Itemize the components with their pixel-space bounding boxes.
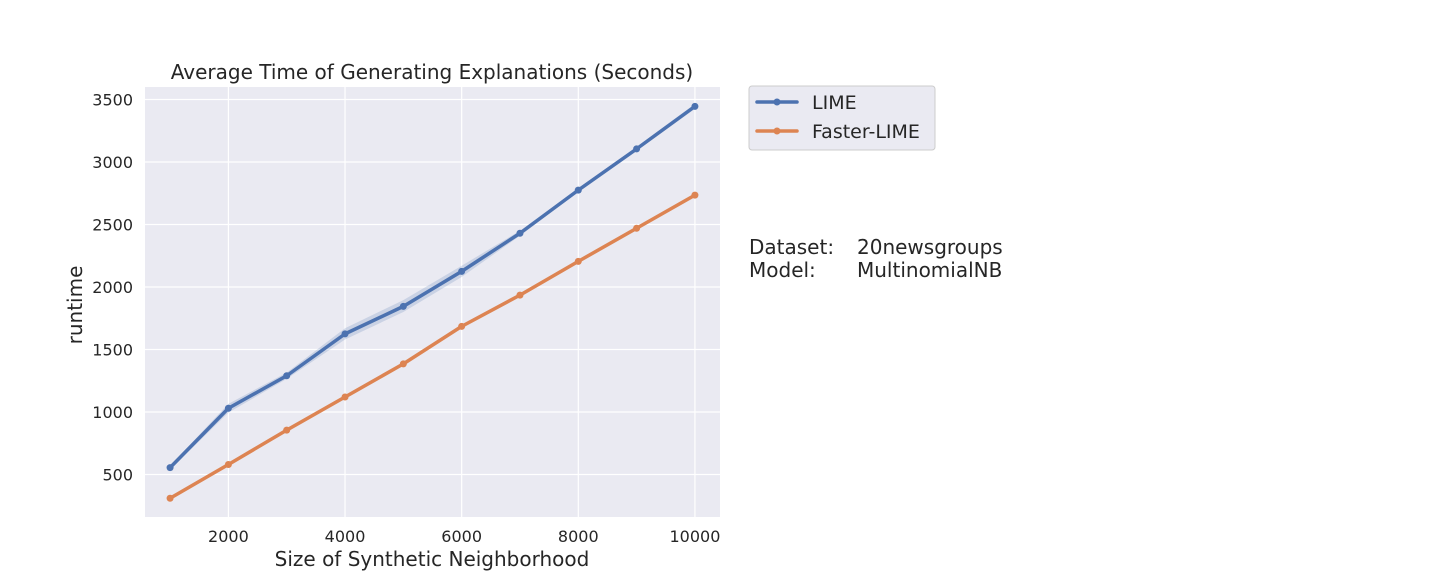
data-point-faster-lime [224,461,232,468]
data-point-lime [399,302,407,310]
y-tick-label: 1500 [92,341,133,360]
data-point-lime [691,102,699,110]
data-point-faster-lime [283,426,291,434]
legend: LIME Faster-LIME [748,85,936,151]
x-axis-label: Size of Synthetic Neighborhood [275,547,590,571]
data-point-faster-lime [574,257,582,265]
model-label: Model: [749,258,816,282]
data-point-lime [516,229,524,237]
y-tick-label: 3500 [92,91,133,110]
ci-band-lime [170,103,695,470]
x-tick-label: 10000 [669,527,720,546]
legend-label-faster-lime: Faster-LIME [812,121,920,143]
series-line-lime [168,104,697,470]
data-point-faster-lime [691,191,699,199]
series-line-faster-lime [168,193,697,500]
dataset-value: 20newsgroups [857,235,1003,259]
data-point-lime [633,145,641,153]
dataset-label: Dataset: [749,235,834,259]
data-point-faster-lime [633,224,641,232]
legend-marker-faster-lime [773,127,781,135]
legend-marker-lime [773,98,781,106]
chart-title: Average Time of Generating Explanations … [171,60,693,84]
y-tick-labels: 500 1000 1500 2000 2500 3000 3500 [92,91,133,485]
data-point-lime [574,186,582,194]
data-point-lime [224,404,232,412]
x-tick-label: 4000 [325,527,366,546]
series-points [166,102,699,502]
legend-label-lime: LIME [812,92,857,114]
x-tick-label: 6000 [441,527,482,546]
data-point-faster-lime [516,291,524,299]
data-point-faster-lime [458,322,466,330]
info-annotation: Dataset: 20newsgroups Model: Multinomial… [749,235,1003,282]
x-tick-labels: 2000 4000 6000 8000 10000 [208,527,720,546]
data-point-lime [458,267,466,275]
data-point-faster-lime [166,494,174,502]
y-tick-label: 3000 [92,153,133,172]
confidence-bands [170,103,695,470]
data-point-lime [166,464,174,472]
x-tick-label: 8000 [558,527,599,546]
y-tick-label: 1000 [92,403,133,422]
grid [145,87,720,517]
data-point-faster-lime [341,393,349,401]
y-tick-label: 2000 [92,278,133,297]
x-tick-label: 2000 [208,527,249,546]
model-value: MultinomialNB [857,258,1002,282]
data-point-lime [341,330,349,338]
y-tick-label: 2500 [92,216,133,235]
data-point-faster-lime [399,360,407,368]
y-axis-label: runtime [63,266,87,345]
y-tick-label: 500 [102,466,133,485]
series-lines [168,104,697,500]
data-point-lime [283,372,291,380]
